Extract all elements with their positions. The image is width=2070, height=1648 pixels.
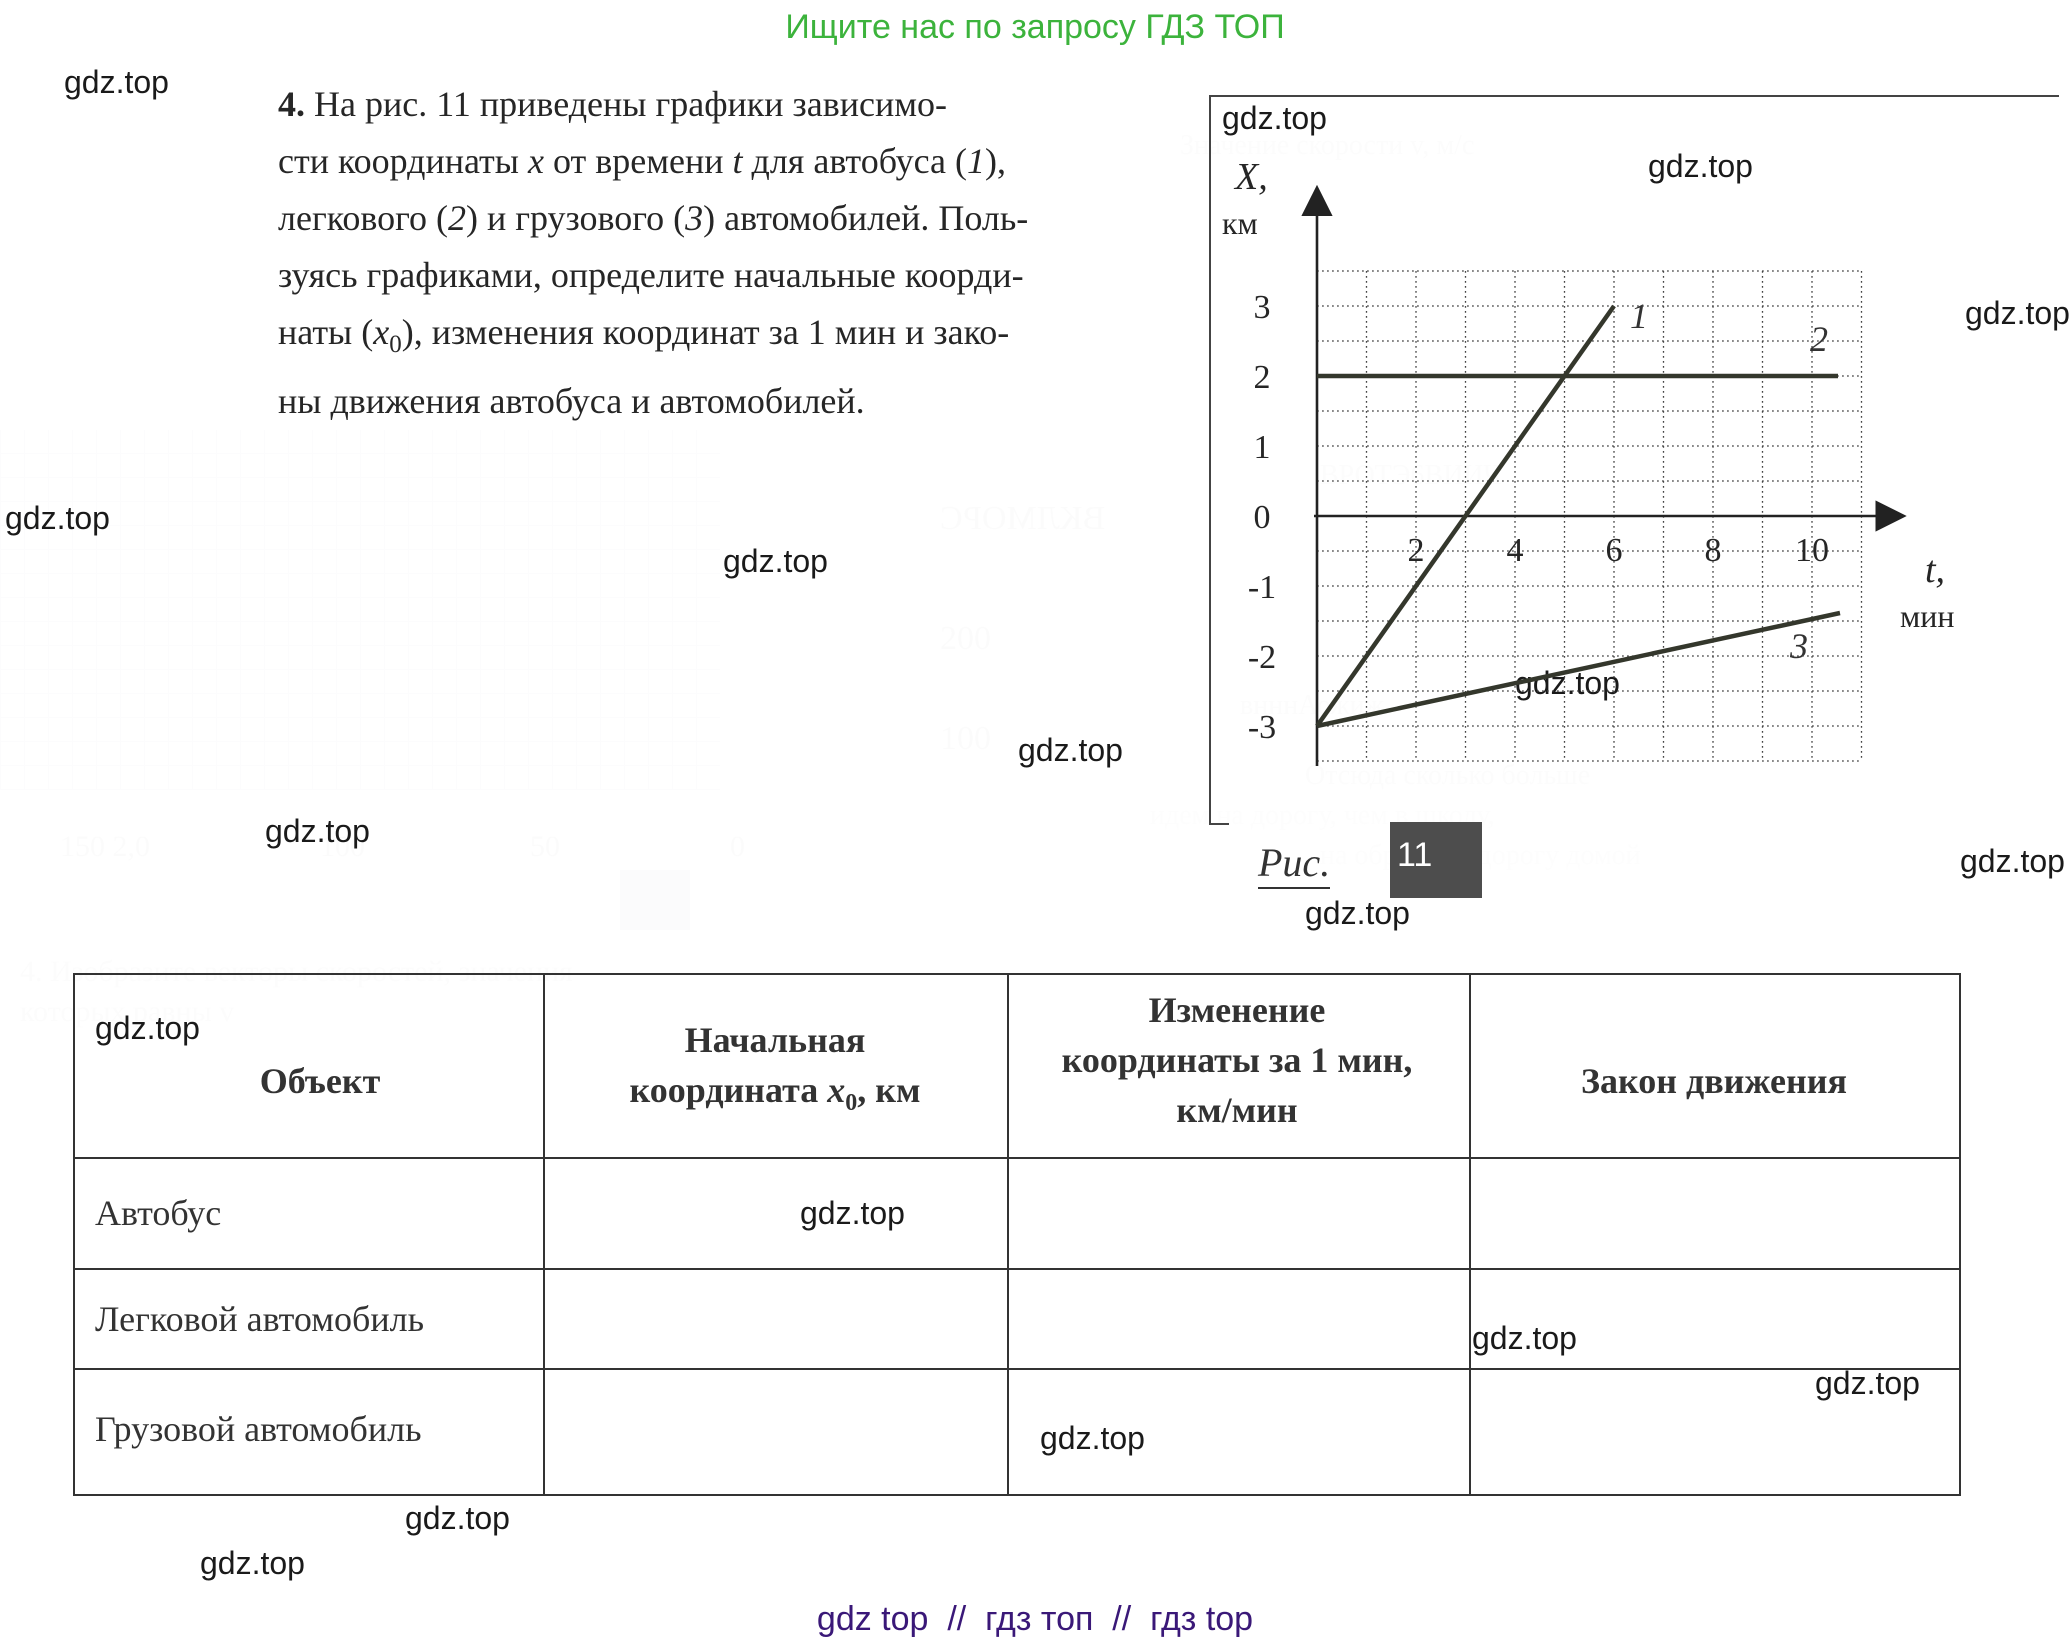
- svg-text:1: 1: [1254, 429, 1271, 466]
- svg-text:8: 8: [1705, 532, 1722, 569]
- svg-text:10: 10: [1795, 532, 1829, 569]
- svg-text:-1: -1: [1248, 569, 1276, 606]
- svg-text:2: 2: [1254, 359, 1271, 396]
- svg-text:-2: -2: [1248, 639, 1276, 676]
- svg-text:0: 0: [1254, 499, 1271, 536]
- svg-text:4: 4: [1507, 532, 1524, 569]
- svg-text:6: 6: [1606, 532, 1623, 569]
- svg-text:-3: -3: [1248, 709, 1276, 746]
- svg-text:3: 3: [1254, 289, 1271, 326]
- svg-text:2: 2: [1408, 532, 1425, 569]
